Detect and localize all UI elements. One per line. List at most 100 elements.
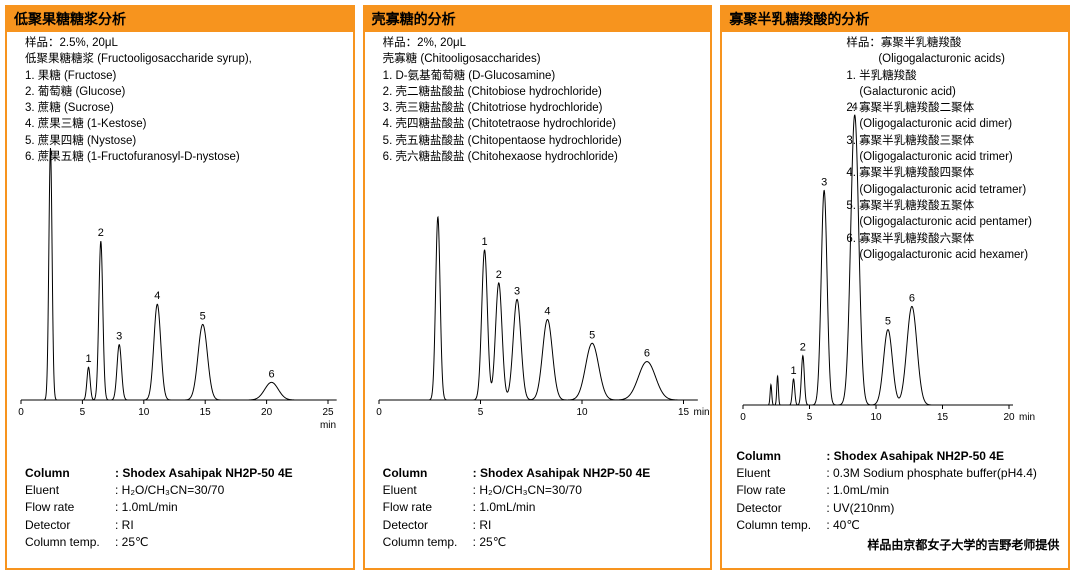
peak-label: 4 [154,290,160,302]
x-tick-label: 5 [807,412,813,423]
peak-label: 5 [885,316,891,328]
legend-line: 2. 壳二糖盐酸盐 (Chitobiose hydrochloride) [382,85,602,98]
condition-value: : RI [472,517,492,532]
legend-line: 2. 葡萄糖 (Glucose) [25,85,126,98]
legend-line: 4. 壳四糖盐酸盐 (Chitotetraose hydrochloride) [382,118,616,131]
legend-line: 5. 蔗果四糖 (Nystose) [25,134,137,147]
condition-label: Eluent [736,466,771,481]
condition-row: Flow rate: 1.0mL/min [736,482,1037,499]
x-tick-label: 0 [376,407,382,418]
legend-line: 4. 寡聚半乳糖羧酸四聚体 [846,167,975,180]
condition-label: Eluent [25,483,60,498]
condition-row: Column: Shodex Asahipak NH2P-50 4E [736,448,1037,465]
condition-value: : 40℃ [826,517,860,532]
legend-line: (Galacturonic acid) [859,85,956,98]
legend-line: (Oligogalacturonic acid dimer) [859,118,1013,131]
chromatogram-oligogalacturonic-acids: 0 5 10 15 20 min 12 3 4 5 6 [741,101,1036,423]
condition-label: Column [736,449,782,463]
peak-label: 1 [481,236,487,248]
legend-line: 5. 寡聚半乳糖羧酸五聚体 [846,199,975,212]
x-tick-label: 15 [678,407,690,418]
panel-title: 壳寡糖的分析 [364,7,711,32]
condition-label: Detector [25,517,71,532]
peak-label: 4 [852,101,858,113]
legend-line: 低聚果糖糖浆 (Fructooligosaccharide syrup), [25,53,252,66]
legend-line: 3. 壳三糖盐酸盐 (Chitotriose hydrochloride) [382,102,603,115]
condition-value: : H₂O/CH₃CN=30/70 [472,483,582,498]
legend-line: (Oligogalacturonic acid hexamer) [859,248,1029,261]
legend-line: 2. 寡聚半乳糖羧酸二聚体 [846,102,975,115]
x-tick-label: 0 [18,407,24,418]
legend-line: 样品：寡聚半乳糖羧酸 [846,37,962,49]
legend-line: 1. 半乳糖羧酸 [846,69,917,82]
condition-row: Detector : RI [25,517,293,534]
x-axis-unit: min [1019,412,1035,423]
condition-label: Column temp. [25,534,100,549]
condition-value: : RI [115,517,134,532]
condition-row: Column temp. : 25℃ [25,534,293,551]
peak-label: 5 [589,329,595,341]
x-tick-label: 20 [1004,412,1016,423]
chromatogram-chitooligosaccharides: 0 5 10 15 min 1 2 3 4 5 6 [376,215,709,418]
legend-line: 样品：2%, 20μL [382,37,466,49]
peak-label: 6 [268,368,274,380]
peak-label: 1 [85,353,91,365]
sample-legend: 样品：2%, 20μL 壳寡糖 (Chitooligosaccharides) 1.… [383,35,622,165]
condition-label: Column temp. [736,517,812,532]
x-tick-label: 10 [576,407,588,418]
chromatogram-trace [743,114,1014,406]
conditions-table: Column: Shodex Asahipak NH2P-50 4E Eluent… [736,448,1037,534]
peak-label: 1 [791,365,797,377]
condition-value: : 25℃ [472,534,507,549]
peak-label: 6 [644,348,650,360]
condition-row: Column : Shodex Asahipak NH2P-50 4E [383,465,651,482]
x-tick-label: 25 [322,407,334,418]
condition-value: : H₂O/CH₃CN=30/70 [115,483,225,498]
condition-label: Detector [382,517,429,532]
x-tick-label: 10 [871,412,883,423]
legend-line: 壳寡糖 (Chitooligosaccharides) [382,53,541,66]
panel-chitooligosaccharides: 壳寡糖的分析 0 5 10 15 min 1 2 3 4 5 6 样品：2%, 20μL 壳寡糖 (C… [362,5,713,570]
legend-line: 1. D-氨基葡萄糖 (D-Glucosamine) [382,69,556,82]
panel-title: 低聚果糖糖浆分析 [7,7,353,32]
condition-value: : 1.0mL/min [115,500,178,515]
peak-label: 2 [495,269,501,281]
condition-value: : Shodex Asahipak NH2P-50 4E [115,466,293,480]
condition-label: Flow rate [382,500,433,515]
condition-row: Flow rate : 1.0mL/min [25,499,293,516]
legend-line: 6. 蔗果五糖 (1-Fructofuranosyl-D-nystose) [25,151,240,164]
panel-body: 0 5 10 15 min 1 2 3 4 5 6 样品：2%, 20μL 壳寡糖 (Chitooli… [365,32,710,564]
condition-label: Flow rate [25,500,75,515]
condition-row: Column : Shodex Asahipak NH2P-50 4E [25,465,293,482]
panel-body: 0 5 10 15 20 min 1 2 3 4 5 6 样品：寡聚半乳糖羧酸 (Oligogalact… [722,32,1067,564]
x-tick-label: 0 [741,412,747,423]
peak-label: 3 [821,176,827,188]
sample-legend: 样品：2.5%, 20μL 低聚果糖糖浆 (Fructooligosacchari… [25,35,252,165]
condition-value: : Shodex Asahipak NH2P-50 4E [472,466,651,480]
condition-row: Detector: UV(210nm) [736,500,1037,517]
condition-value: : 25℃ [115,534,149,549]
x-tick-label: 15 [937,412,949,423]
x-tick-label: 10 [138,407,150,418]
condition-label: Column [25,466,70,480]
condition-label: Flow rate [736,483,786,498]
condition-row: Eluent: H₂O/CH₃CN=30/70 [383,482,651,499]
legend-line: 样品：2.5%, 20μL [25,37,118,49]
condition-value: : 1.0mL/min [472,500,536,515]
x-tick-label: 5 [80,407,86,418]
panel-body: 0 5 10 15 20 25 min 1 2 3 4 5 6 样品：2.5%, 20μL 低聚果糖糖浆 … [7,32,352,564]
peak-label: 2 [800,342,806,354]
x-tick-label: 20 [261,407,273,418]
panel-fructooligosaccharide-syrup: 低聚果糖糖浆分析 0 5 10 15 20 25 min 1 2 3 4 5 6 样品：2.5%, 20… [5,5,355,570]
condition-label: Column [382,466,428,480]
x-tick-label: 5 [477,407,483,418]
x-tick-label: 15 [200,407,212,418]
x-axis-unit: min [693,407,709,418]
legend-line: 5. 壳五糖盐酸盐 (Chitopentaose hydrochloride) [382,134,622,147]
condition-row: Eluent : H₂O/CH₃CN=30/70 [25,482,293,499]
sample-credit-note: 样品由京都女子大学的吉野老师提供 [867,538,1060,552]
legend-line: (Oligogalacturonic acid pentamer) [859,216,1032,229]
legend-line: 3. 寡聚半乳糖羧酸三聚体 [846,134,975,147]
conditions-table: Column : Shodex Asahipak NH2P-50 4E Eluent… [383,465,651,551]
